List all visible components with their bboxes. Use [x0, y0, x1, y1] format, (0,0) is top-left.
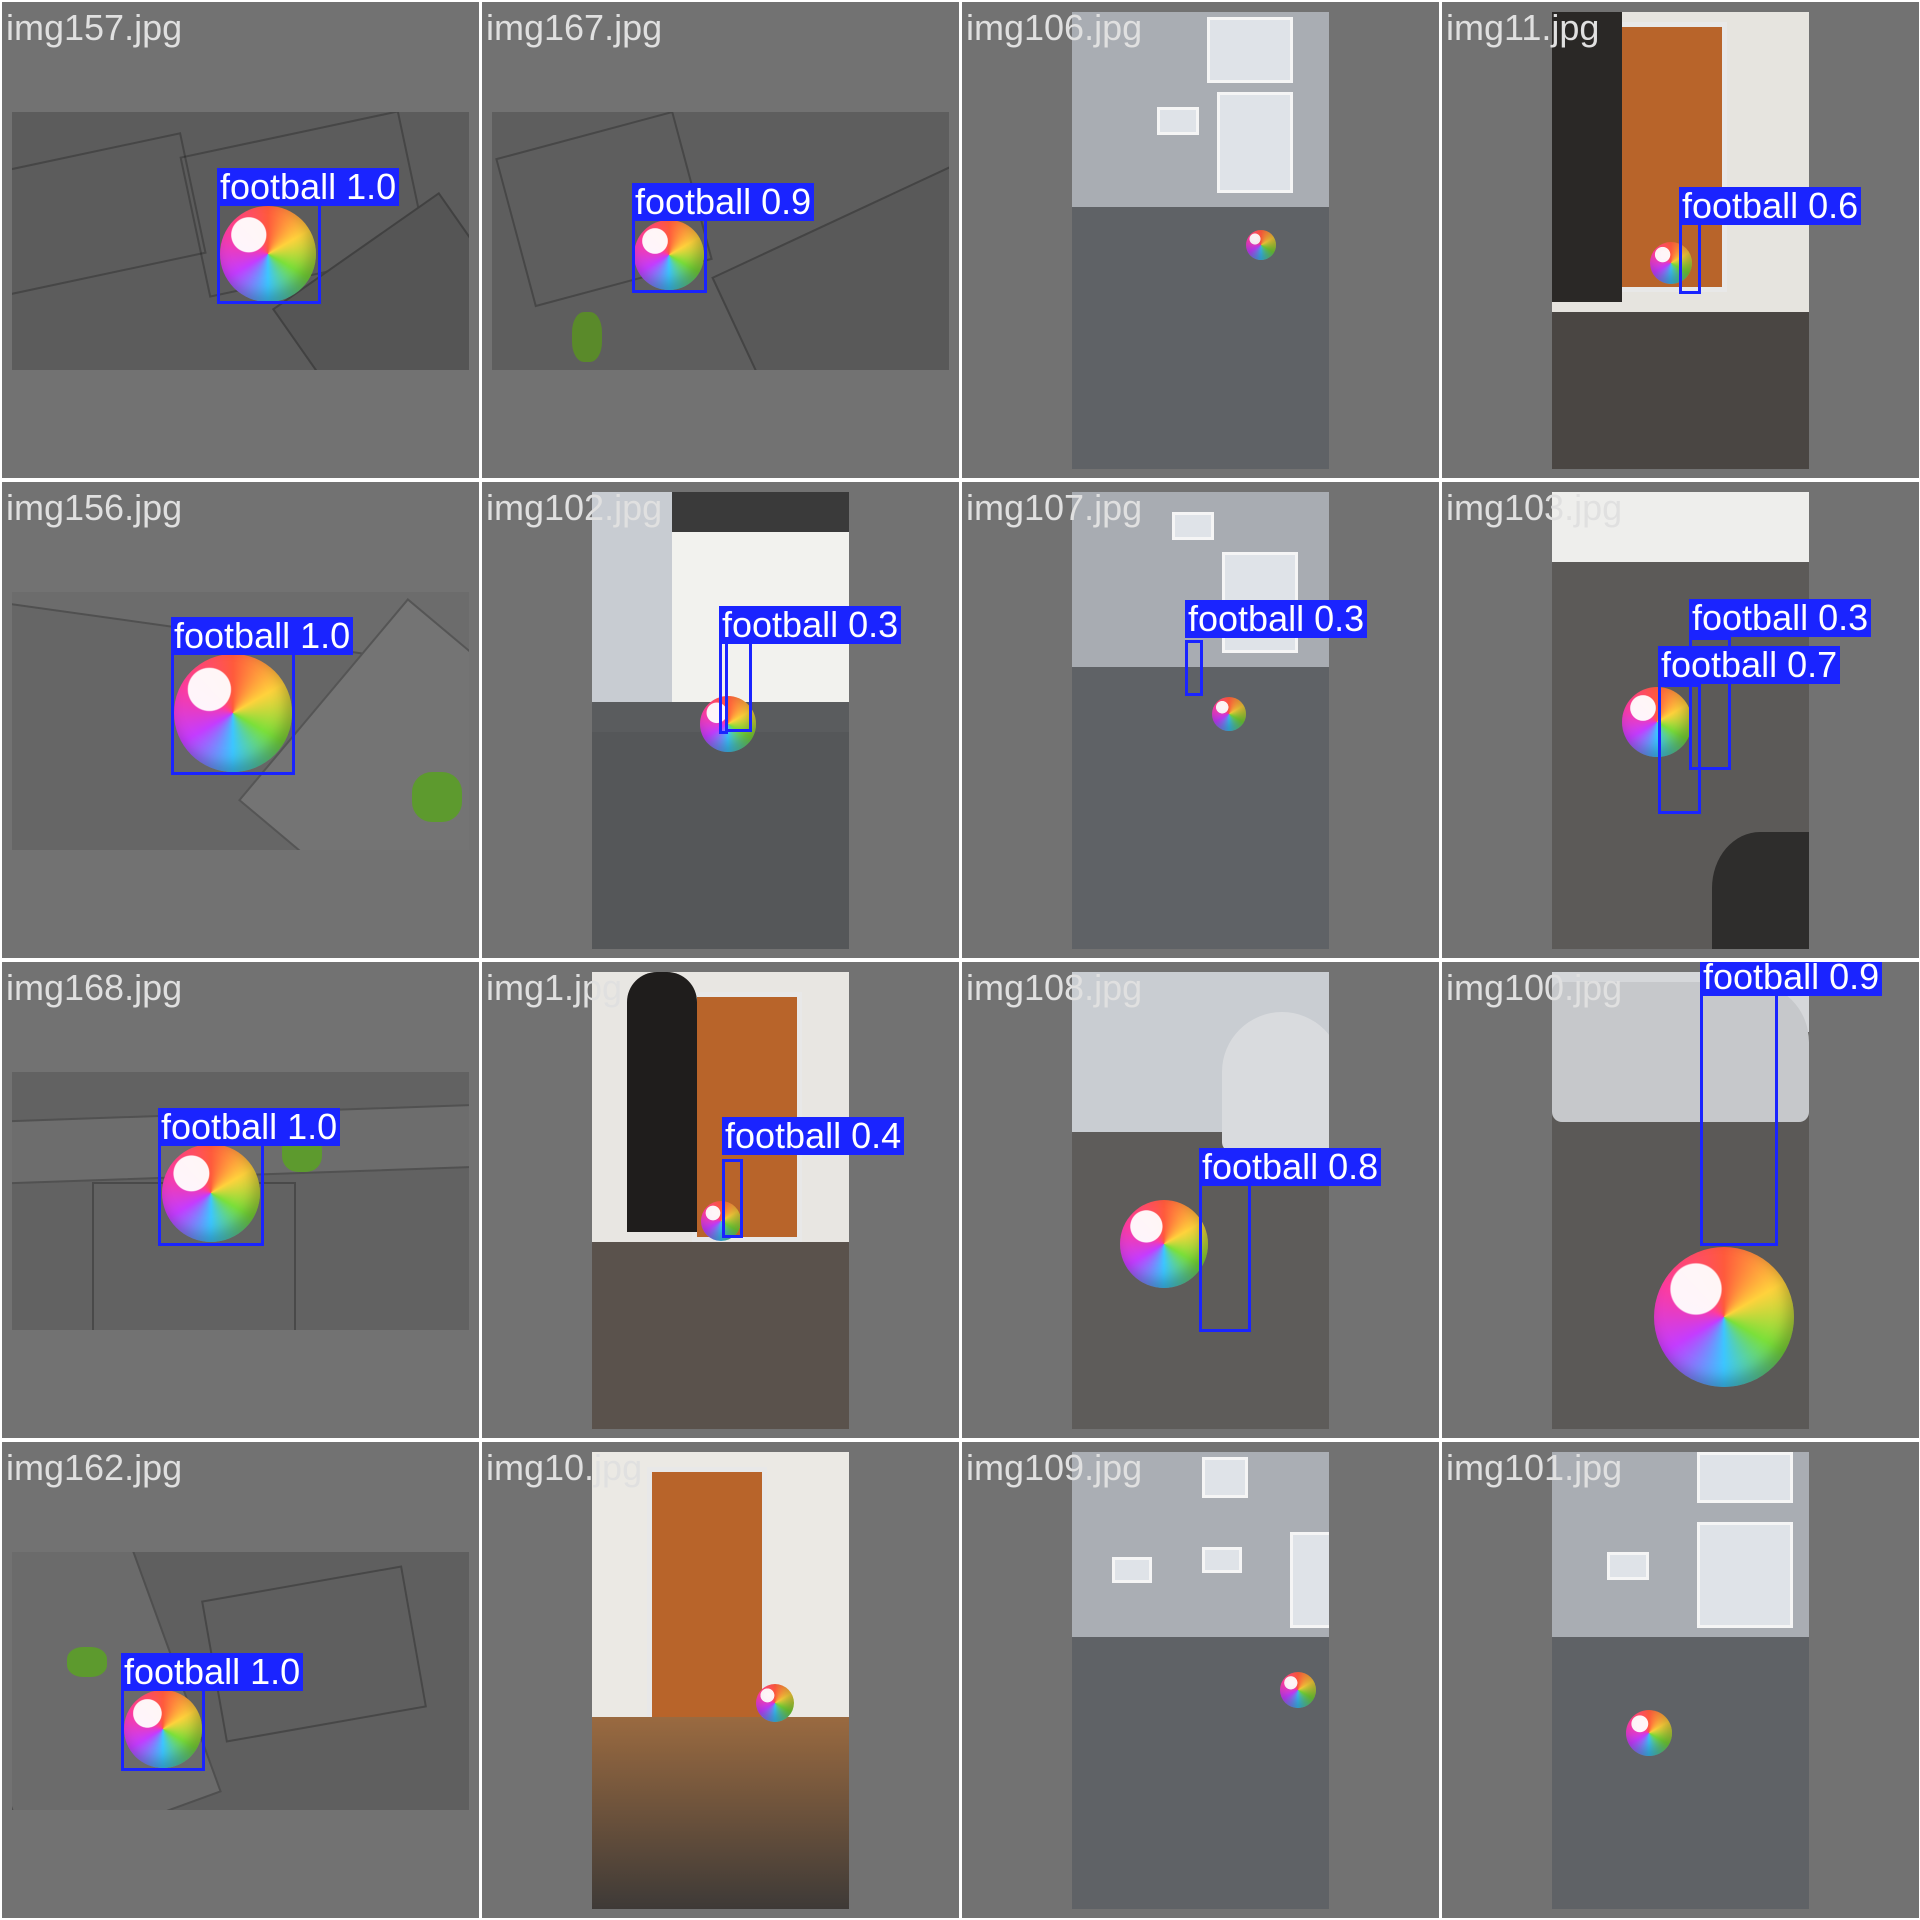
tile-filename: img102.jpg [486, 487, 663, 528]
tile-filename: img11.jpg [1446, 7, 1600, 48]
football [174, 654, 292, 772]
tile-filename: img156.jpg [6, 487, 183, 528]
tile-img108: football 0.8 img108.jpg [962, 962, 1439, 1438]
photo-street [1072, 492, 1329, 949]
tile-filename: img10.jpg [486, 1447, 643, 1488]
tile-filename: img106.jpg [966, 7, 1143, 48]
detection-box [1658, 684, 1701, 814]
football [124, 1690, 202, 1768]
tile-filename: img167.jpg [486, 7, 663, 48]
football [700, 696, 756, 752]
tile-img162: football 1.0 img162.jpg [2, 1442, 479, 1918]
tile-img107: football 0.3 img107.jpg [962, 482, 1439, 958]
tile-filename: img107.jpg [966, 487, 1143, 528]
detection-label: football 1.0 [217, 168, 400, 206]
tile-filename: img108.jpg [966, 967, 1143, 1008]
detection-box [171, 651, 295, 775]
photo-street [1552, 1452, 1809, 1909]
football [1280, 1672, 1316, 1708]
photo-hallway [592, 1452, 849, 1909]
detection-box [722, 1159, 743, 1238]
detection-box [725, 640, 752, 732]
tile-img168: football 1.0 img168.jpg [2, 962, 479, 1438]
detection-box [121, 1687, 205, 1771]
detection-label: football 1.0 [171, 617, 354, 655]
detection-label: football 0.3 [1689, 599, 1872, 637]
tile-img167: football 0.9 img167.jpg [482, 2, 959, 478]
detection-label: football 0.9 [632, 183, 815, 221]
detection-box [1679, 221, 1701, 294]
detection-label: football 1.0 [158, 1108, 341, 1146]
tile-img100: football 0.9 img100.jpg [1442, 962, 1919, 1438]
photo-cobblestone [1552, 972, 1809, 1429]
tile-img101: img101.jpg [1442, 1442, 1919, 1918]
detection-label: football 0.3 [719, 606, 902, 644]
tile-filename: img162.jpg [6, 1447, 183, 1488]
football [1120, 1200, 1208, 1288]
tile-filename: img157.jpg [6, 7, 183, 48]
football [1212, 697, 1246, 731]
football [1650, 242, 1692, 284]
detection-label: football 0.4 [722, 1117, 905, 1155]
detection-label: football 0.6 [1679, 187, 1862, 225]
tile-filename: img1.jpg [486, 967, 623, 1008]
football [1622, 687, 1692, 757]
football [162, 1144, 260, 1242]
tile-img1: football 0.4 img1.jpg [482, 962, 959, 1438]
tile-filename: img109.jpg [966, 1447, 1143, 1488]
tile-filename: img101.jpg [1446, 1447, 1623, 1488]
detection-box [158, 1142, 264, 1246]
photo-pavement [492, 112, 949, 370]
tile-filename: img103.jpg [1446, 487, 1623, 528]
tile-img103: football 0.3 football 0.7 img103.jpg [1442, 482, 1919, 958]
tile-img102: football 0.3 img102.jpg [482, 482, 959, 958]
football [756, 1684, 794, 1722]
detection-box [632, 217, 707, 293]
football [220, 206, 316, 302]
tile-img11: football 0.6 img11.jpg [1442, 2, 1919, 478]
detection-label: football 0.8 [1199, 1148, 1382, 1186]
detection-label: football 1.0 [121, 1653, 304, 1691]
tile-img156: football 1.0 img156.jpg [2, 482, 479, 958]
tile-filename: img168.jpg [6, 967, 183, 1008]
detection-box [1185, 640, 1203, 696]
tile-img106: img106.jpg [962, 2, 1439, 478]
football [701, 1201, 741, 1241]
detection-label: football 0.3 [1185, 600, 1368, 638]
football [1626, 1710, 1672, 1756]
tile-img10: img10.jpg [482, 1442, 959, 1918]
football [1246, 230, 1276, 260]
football [634, 220, 704, 290]
photo-cobblestone [1072, 972, 1329, 1429]
detection-label: football 0.7 [1658, 646, 1841, 684]
tile-img109: img109.jpg [962, 1442, 1439, 1918]
detection-box [217, 202, 321, 304]
tile-img157: football 1.0 img157.jpg [2, 2, 479, 478]
tile-filename: img100.jpg [1446, 967, 1623, 1008]
detection-label: football 0.9 [1700, 962, 1883, 996]
detection-box [1689, 637, 1731, 770]
football [1654, 1247, 1794, 1387]
detection-box [1199, 1182, 1251, 1332]
photo-street [1072, 12, 1329, 469]
detection-box [1700, 992, 1778, 1246]
